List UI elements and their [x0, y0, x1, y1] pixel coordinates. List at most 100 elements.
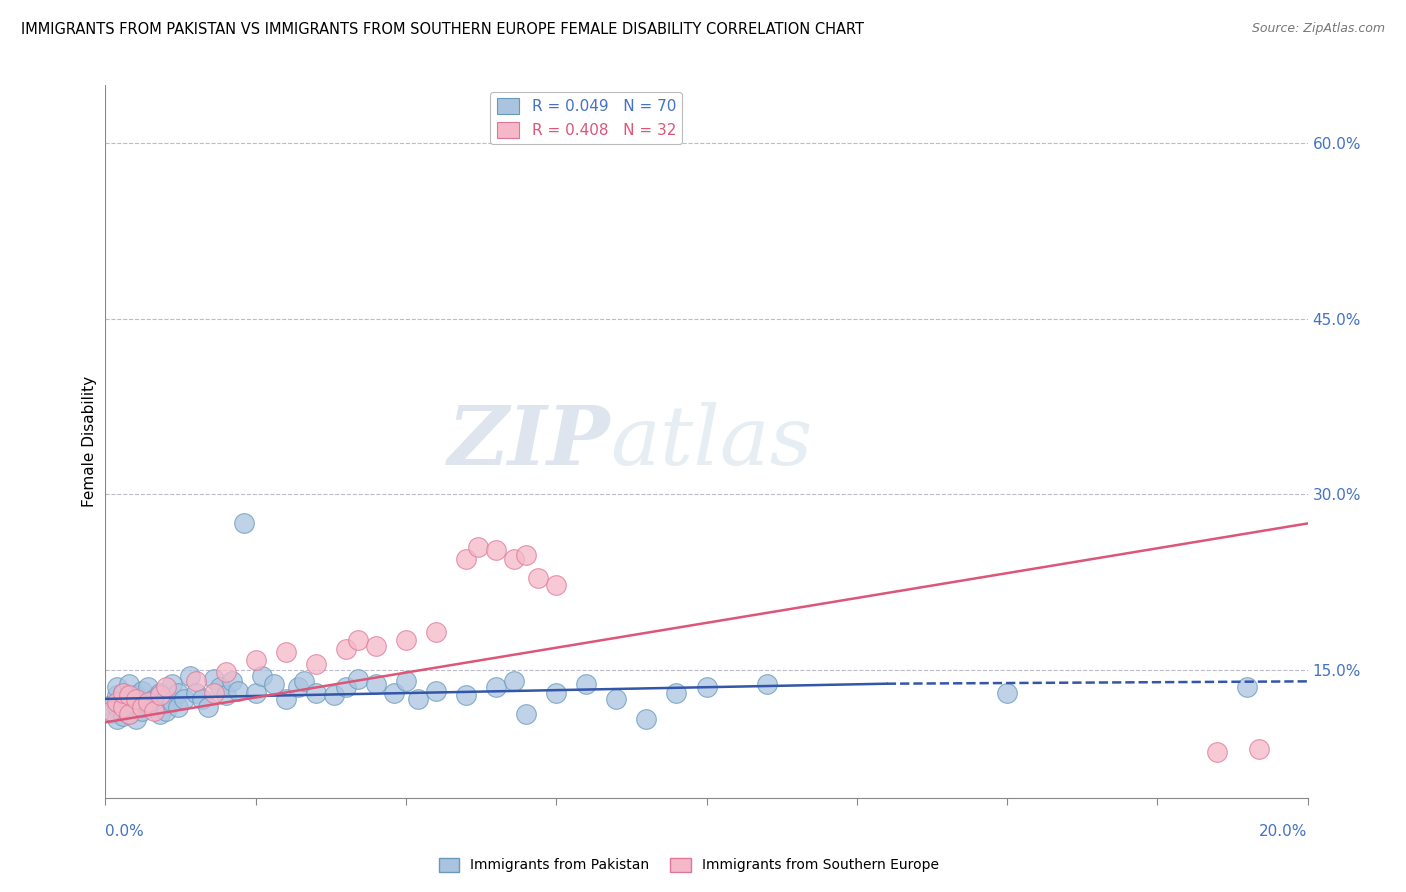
Point: [305, 686, 328, 700]
Point: [274, 645, 297, 659]
Point: [364, 676, 387, 690]
Point: [148, 707, 170, 722]
Point: [131, 683, 153, 698]
Point: [335, 641, 357, 656]
Point: [166, 700, 188, 714]
Point: [100, 698, 122, 712]
Point: [245, 686, 267, 700]
Point: [305, 657, 328, 671]
Point: [515, 548, 537, 562]
Text: 20.0%: 20.0%: [1260, 824, 1308, 838]
Point: [406, 692, 429, 706]
Point: [1206, 745, 1229, 759]
Point: [160, 695, 183, 709]
Point: [184, 686, 207, 700]
Point: [503, 674, 526, 689]
Point: [467, 540, 489, 554]
Point: [155, 704, 177, 718]
Point: [107, 700, 129, 714]
Text: Source: ZipAtlas.com: Source: ZipAtlas.com: [1251, 22, 1385, 36]
Point: [118, 707, 141, 722]
Point: [131, 700, 153, 714]
Point: [136, 680, 159, 694]
Point: [155, 680, 177, 694]
Point: [202, 686, 225, 700]
Point: [112, 700, 135, 714]
Point: [322, 689, 344, 703]
Point: [232, 516, 254, 531]
Point: [107, 695, 129, 709]
Point: [136, 698, 159, 712]
Point: [347, 672, 370, 686]
Point: [142, 692, 165, 706]
Point: [208, 680, 231, 694]
Point: [454, 689, 477, 703]
Text: atlas: atlas: [610, 401, 813, 482]
Point: [131, 704, 153, 718]
Point: [190, 692, 212, 706]
Point: [364, 640, 387, 654]
Point: [503, 551, 526, 566]
Point: [221, 674, 243, 689]
Point: [395, 674, 418, 689]
Point: [160, 676, 183, 690]
Point: [995, 686, 1018, 700]
Point: [515, 707, 537, 722]
Point: [202, 672, 225, 686]
Point: [575, 676, 598, 690]
Point: [118, 707, 141, 722]
Point: [148, 689, 170, 703]
Point: [124, 700, 146, 714]
Point: [118, 689, 141, 703]
Point: [112, 695, 135, 709]
Point: [1236, 680, 1258, 694]
Point: [179, 668, 201, 682]
Point: [131, 695, 153, 709]
Point: [546, 686, 568, 700]
Point: [214, 689, 236, 703]
Text: IMMIGRANTS FROM PAKISTAN VS IMMIGRANTS FROM SOUTHERN EUROPE FEMALE DISABILITY CO: IMMIGRANTS FROM PAKISTAN VS IMMIGRANTS F…: [21, 22, 865, 37]
Point: [274, 692, 297, 706]
Point: [197, 700, 219, 714]
Point: [112, 686, 135, 700]
Point: [142, 704, 165, 718]
Point: [395, 633, 418, 648]
Point: [166, 686, 188, 700]
Text: ZIP: ZIP: [447, 401, 610, 482]
Point: [485, 543, 508, 558]
Point: [454, 551, 477, 566]
Point: [250, 668, 273, 682]
Text: 0.0%: 0.0%: [105, 824, 145, 838]
Point: [124, 692, 146, 706]
Point: [118, 676, 141, 690]
Point: [382, 686, 405, 700]
Point: [546, 578, 568, 592]
Point: [112, 704, 135, 718]
Point: [142, 700, 165, 714]
Point: [696, 680, 718, 694]
Point: [107, 680, 129, 694]
Point: [527, 571, 550, 585]
Point: [636, 712, 658, 726]
Point: [347, 633, 370, 648]
Point: [214, 665, 236, 679]
Point: [263, 676, 285, 690]
Point: [605, 692, 627, 706]
Point: [100, 706, 122, 720]
Point: [107, 689, 129, 703]
Point: [335, 680, 357, 694]
Point: [292, 674, 315, 689]
Point: [184, 674, 207, 689]
Point: [136, 695, 159, 709]
Point: [118, 692, 141, 706]
Point: [425, 683, 447, 698]
Point: [665, 686, 688, 700]
Point: [755, 676, 778, 690]
Legend: R = 0.049   N = 70, R = 0.408   N = 32: R = 0.049 N = 70, R = 0.408 N = 32: [491, 93, 682, 145]
Point: [100, 704, 122, 718]
Point: [107, 712, 129, 726]
Point: [287, 680, 309, 694]
Point: [112, 686, 135, 700]
Point: [148, 686, 170, 700]
Point: [124, 712, 146, 726]
